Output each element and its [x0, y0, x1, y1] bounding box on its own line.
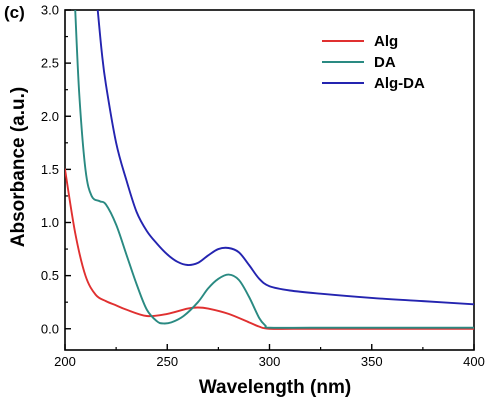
legend-label-alg-da: Alg-DA: [374, 75, 425, 92]
y-tick-label: 3.0: [41, 3, 59, 18]
y-tick-label: 2.5: [41, 56, 59, 71]
series-line-alg-da: [96, 10, 474, 306]
panel-label: (c): [4, 3, 25, 22]
x-tick-label: 350: [361, 354, 383, 369]
y-tick-label: 2.0: [41, 109, 59, 124]
x-tick-label: 400: [463, 354, 485, 369]
x-tick-label: 250: [156, 354, 178, 369]
x-axis-title: Wavelength (nm): [199, 377, 351, 398]
series-lines: [65, 10, 474, 330]
x-axis: 200 250 300 350 400: [54, 344, 485, 369]
y-axis-title: Absorbance (a.u.): [8, 87, 29, 247]
x-tick-label: 300: [259, 354, 281, 369]
legend: Alg DA Alg-DA: [322, 33, 425, 92]
legend-label-alg: Alg: [374, 33, 398, 50]
series-line-alg: [65, 168, 474, 330]
y-tick-label: 1.5: [41, 162, 59, 177]
series-line-da: [74, 10, 474, 329]
y-tick-label: 0.5: [41, 268, 59, 283]
legend-label-da: DA: [374, 54, 396, 71]
y-tick-label: 0.0: [41, 321, 59, 336]
y-tick-label: 1.0: [41, 215, 59, 230]
x-tick-label: 200: [54, 354, 76, 369]
y-axis: 0.0 0.5 1.0 1.5 2.0 2.5 3.0: [41, 3, 71, 336]
